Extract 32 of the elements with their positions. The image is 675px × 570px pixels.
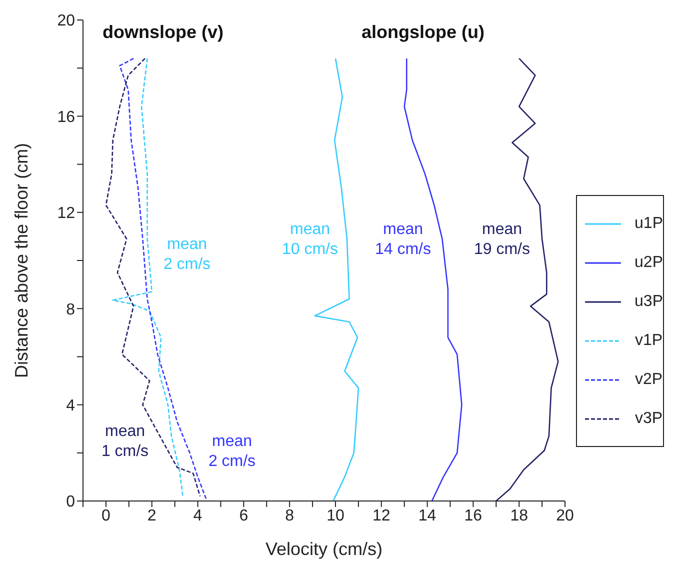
x-tick-label: 2 — [147, 507, 156, 524]
legend-label: v1P — [635, 332, 663, 350]
x-tick-label: 18 — [510, 507, 528, 524]
x-tick-label: 20 — [556, 507, 574, 524]
x-tick-label: 16 — [464, 507, 482, 524]
legend-label: v2P — [635, 370, 663, 388]
x-tick-label: 10 — [326, 507, 344, 524]
y-tick-label: 20 — [57, 12, 76, 30]
annotation: mean 2 cm/s — [162, 235, 212, 275]
annotation: mean 14 cm/s — [374, 221, 431, 258]
annotation: mean 1 cm/s — [100, 422, 150, 462]
legend-label: u1P — [634, 214, 663, 232]
y-tick-label: 0 — [66, 494, 76, 511]
y-tick-label: 12 — [57, 205, 76, 222]
x-tick-label: 14 — [418, 507, 436, 524]
y-tick-label: 8 — [66, 301, 76, 318]
x-tick-label: 12 — [372, 507, 390, 524]
annotation: alongslope (u) — [360, 22, 486, 42]
annotation: mean 2 cm/s — [207, 432, 257, 472]
annotation: downslope (v) — [102, 22, 224, 42]
x-tick-label: 8 — [285, 507, 294, 524]
x-axis-title: Velocity (cm/s) — [265, 539, 383, 559]
x-tick-label: 0 — [102, 507, 110, 524]
y-tick-label: 4 — [66, 397, 76, 414]
legend-label: u3P — [634, 292, 663, 310]
y-axis-title: Distance above the floor (cm) — [11, 142, 32, 378]
legend-label: v3P — [635, 410, 663, 428]
legend-label: u2P — [634, 254, 663, 272]
annotation: mean 10 cm/s — [282, 221, 338, 258]
y-tick-label: 16 — [57, 108, 76, 126]
x-tick-label: 4 — [193, 507, 202, 524]
x-tick-label: 6 — [239, 507, 248, 524]
